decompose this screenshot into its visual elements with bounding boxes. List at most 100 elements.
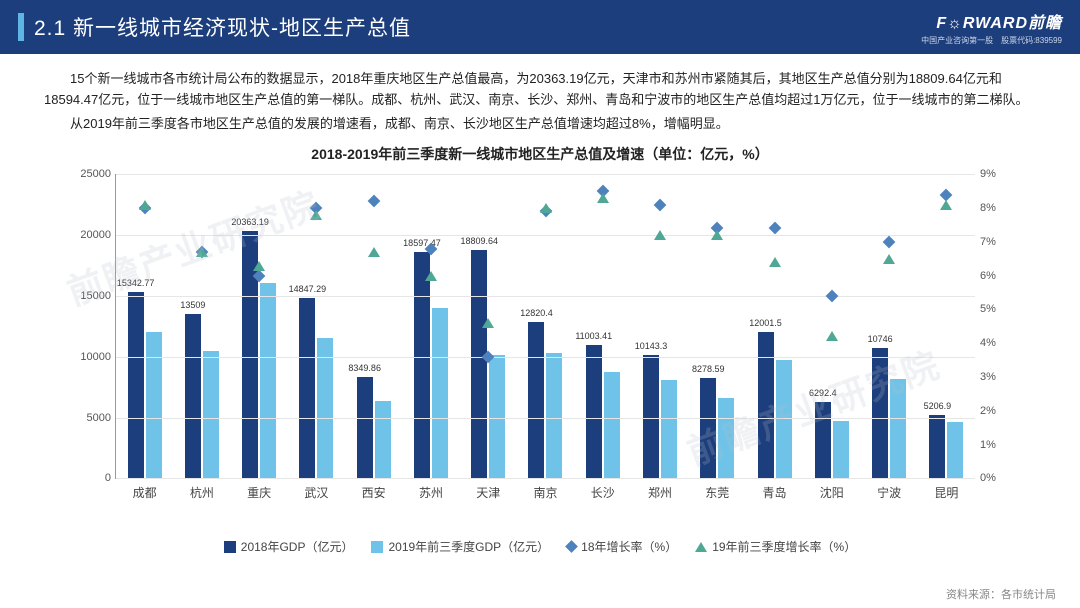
bar-2019q3 (776, 360, 792, 479)
legend-item: 18年增长率（%） (567, 538, 677, 555)
category-column: 13509杭州 (173, 174, 230, 478)
logo-sub: 中国产业咨询第一股 股票代码:839599 (921, 35, 1062, 46)
y-left-label: 25000 (66, 168, 111, 180)
bar-2019q3 (947, 422, 963, 479)
bars-wrap: 15342.77成都13509杭州20363.19重庆14847.29武汉834… (116, 174, 975, 478)
bar-2018: 8278.59 (700, 378, 716, 479)
bar-2018: 5206.9 (929, 415, 945, 478)
marker-growth19 (540, 203, 552, 213)
category-column: 14847.29武汉 (288, 174, 345, 478)
y-left-label: 5000 (66, 412, 111, 424)
paragraph-1: 15个新一线城市各市统计局公布的数据显示，2018年重庆地区生产总值最高，为20… (44, 68, 1036, 111)
y-right-label: 7% (980, 236, 1015, 248)
bar-2018: 11003.41 (586, 345, 602, 479)
y-right-label: 1% (980, 439, 1015, 451)
bar-2019q3 (146, 332, 162, 478)
marker-growth19 (196, 247, 208, 257)
gridline (116, 235, 975, 236)
category-column: 10746宁波 (860, 174, 917, 478)
y-right-label: 8% (980, 202, 1015, 214)
marker-growth19 (368, 247, 380, 257)
bar-value-label: 12820.4 (520, 308, 553, 318)
y-right-label: 4% (980, 337, 1015, 349)
x-axis-label: 沈阳 (820, 484, 844, 501)
x-axis-label: 南京 (533, 484, 557, 501)
bar-2019q3 (546, 353, 562, 478)
bar-value-label: 8349.86 (348, 363, 381, 373)
bar-2019q3 (604, 372, 620, 478)
title-text: 新一线城市经济现状-地区生产总值 (73, 17, 411, 40)
gridline (116, 174, 975, 175)
chart-legend: 2018年GDP（亿元） 2019年前三季度GDP（亿元） 18年增长率（%） 19年… (0, 538, 1080, 555)
category-column: 6292.4沈阳 (803, 174, 860, 478)
bar-2019q3 (890, 379, 906, 478)
slide-title: 2.1 新一线城市经济现状-地区生产总值 (34, 12, 411, 42)
category-column: 10143.3郑州 (631, 174, 688, 478)
marker-growth19 (425, 271, 437, 281)
title-wrap: 2.1 新一线城市经济现状-地区生产总值 (0, 12, 411, 42)
marker-growth19 (883, 254, 895, 264)
x-axis-label: 成都 (133, 484, 157, 501)
bar-value-label: 10143.3 (635, 341, 668, 351)
bar-2019q3 (375, 401, 391, 478)
y-right-label: 6% (980, 270, 1015, 282)
bar-2019q3 (203, 351, 219, 479)
category-column: 8349.86西安 (345, 174, 402, 478)
bar-value-label: 11003.41 (575, 331, 612, 341)
category-column: 18597.47苏州 (402, 174, 459, 478)
logo-wrap: F☼RWARD前瞻 中国产业咨询第一股 股票代码:839599 (921, 9, 1062, 46)
bar-2018: 13509 (185, 314, 201, 478)
legend-item: 19年前三季度增长率（%） (695, 538, 856, 555)
legend-label: 19年前三季度增长率（%） (712, 538, 856, 555)
marker-growth19 (654, 230, 666, 240)
x-axis-label: 西安 (362, 484, 386, 501)
gridline (116, 478, 975, 479)
legend-label: 2019年前三季度GDP（亿元） (388, 538, 549, 555)
slide-header: 2.1 新一线城市经济现状-地区生产总值 F☼RWARD前瞻 中国产业咨询第一股… (0, 0, 1080, 54)
x-axis-label: 宁波 (877, 484, 901, 501)
bar-2019q3 (260, 283, 276, 478)
y-right-label: 3% (980, 371, 1015, 383)
y-right-label: 2% (980, 405, 1015, 417)
y-right-label: 5% (980, 303, 1015, 315)
bar-value-label: 12001.5 (749, 318, 782, 328)
legend-label: 2018年GDP（亿元） (241, 538, 354, 555)
x-axis-label: 昆明 (934, 484, 958, 501)
category-column: 5206.9昆明 (918, 174, 975, 478)
category-column: 8278.59东莞 (689, 174, 746, 478)
marker-growth19 (769, 257, 781, 267)
legend-item: 2018年GDP（亿元） (224, 538, 354, 555)
bar-2018: 18597.47 (414, 252, 430, 478)
x-axis-label: 长沙 (591, 484, 615, 501)
marker-growth19 (940, 200, 952, 210)
x-axis-label: 青岛 (763, 484, 787, 501)
bar-2019q3 (661, 380, 677, 478)
x-axis-label: 天津 (476, 484, 500, 501)
chart-title: 2018-2019年前三季度新一线城市地区生产总值及增速（单位：亿元，%） (0, 144, 1080, 164)
bar-2018: 8349.86 (357, 377, 373, 479)
category-column: 11003.41长沙 (574, 174, 631, 478)
chart-container: 15342.77成都13509杭州20363.19重庆14847.29武汉834… (55, 164, 1025, 534)
x-axis-label: 重庆 (247, 484, 271, 501)
title-accent-bar (18, 13, 24, 41)
marker-growth19 (711, 230, 723, 240)
chart-source: 资料来源：各市统计局 (946, 586, 1056, 602)
gridline (116, 357, 975, 358)
bar-value-label: 6292.4 (809, 388, 837, 398)
bar-value-label: 13509 (180, 300, 205, 310)
y-left-label: 20000 (66, 229, 111, 241)
x-axis-label: 苏州 (419, 484, 443, 501)
gridline (116, 296, 975, 297)
marker-growth19 (826, 331, 838, 341)
bar-2018: 10746 (872, 348, 888, 479)
bar-2018: 12001.5 (758, 332, 774, 478)
bar-2018: 6292.4 (815, 402, 831, 479)
bar-2019q3 (718, 398, 734, 478)
bar-value-label: 8278.59 (692, 364, 725, 374)
bar-2018: 18809.64 (471, 250, 487, 479)
bar-value-label: 18809.64 (460, 236, 498, 246)
marker-growth19 (139, 200, 151, 210)
bar-value-label: 10746 (868, 334, 893, 344)
y-left-label: 0 (66, 472, 111, 484)
bar-2019q3 (833, 421, 849, 478)
